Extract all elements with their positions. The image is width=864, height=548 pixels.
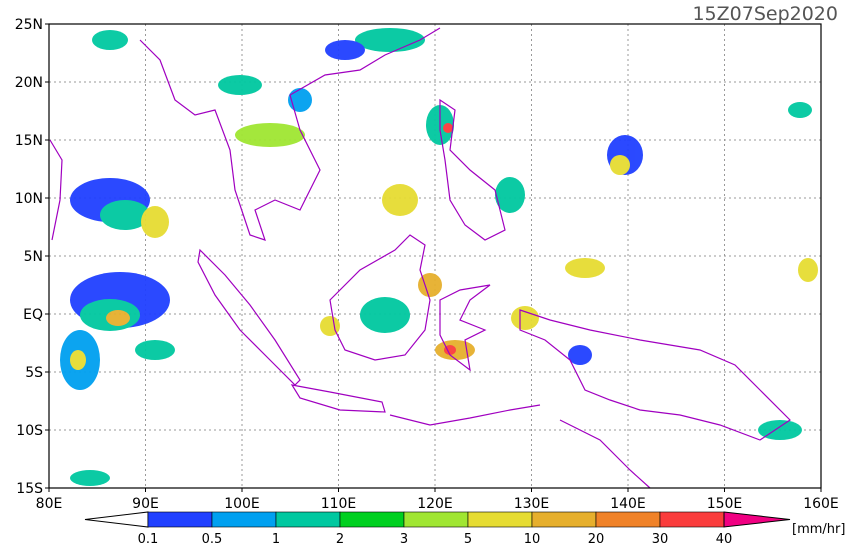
x-tick-label: 160E [803, 496, 839, 512]
grid [49, 24, 821, 488]
colorbar-segment [211, 511, 277, 528]
x-tick-label: 100E [224, 496, 260, 512]
y-tick-label: 10N [15, 191, 43, 207]
colorbar-level-label: 30 [652, 532, 669, 544]
axes: 80E 90E 100E 110E 120E 130E 140E 150E 160E 25N 20N… [15, 17, 839, 512]
colorbar-level-label: 2 [336, 532, 344, 544]
y-tick-label: 15N [15, 133, 43, 149]
y-tick-label: 5N [24, 249, 43, 265]
colorbar-arrow-high [723, 511, 791, 528]
colorbar: 0.1 0.5 1 2 3 5 10 20 30 40 [84, 511, 791, 547]
y-tick-label: 15S [16, 481, 43, 497]
colorbar-level-label: 3 [400, 532, 408, 544]
colorbar-arrow-low [84, 511, 149, 528]
rain-field [60, 28, 818, 486]
colorbar-level-label: 1 [272, 532, 280, 544]
y-tick-label: 5S [25, 365, 43, 381]
y-tick-label: 20N [15, 75, 43, 91]
x-tick-label: 110E [321, 496, 357, 512]
colorbar-segment [531, 511, 597, 528]
colorbar-segment [403, 511, 469, 528]
y-tick-label: 10S [16, 423, 43, 439]
colorbar-level-label: 0.1 [138, 532, 159, 544]
y-tick-label: 25N [15, 17, 43, 33]
x-tick-label: 150E [707, 496, 743, 512]
colorbar-level-label: 20 [588, 532, 605, 544]
colorbar-segment [275, 511, 341, 528]
colorbar-unit: [mm/hr] [792, 522, 845, 537]
colorbar-level-label: 10 [524, 532, 541, 544]
x-tick-label: 140E [610, 496, 646, 512]
y-tick-label: EQ [23, 307, 43, 323]
coastlines [49, 27, 791, 489]
colorbar-segment [659, 511, 725, 528]
x-tick-label: 80E [36, 496, 63, 512]
colorbar-segment [339, 511, 405, 528]
colorbar-level-label: 0.5 [202, 532, 223, 544]
colorbar-segment [595, 511, 661, 528]
colorbar-level-label: 5 [464, 532, 472, 544]
x-tick-label: 120E [417, 496, 453, 512]
x-tick-label: 130E [514, 496, 550, 512]
colorbar-segment [467, 511, 533, 528]
colorbar-segment [147, 511, 213, 528]
map-title: 15Z07Sep2020 [692, 3, 838, 25]
x-tick-label: 90E [132, 496, 159, 512]
colorbar-level-label: 40 [716, 532, 733, 544]
